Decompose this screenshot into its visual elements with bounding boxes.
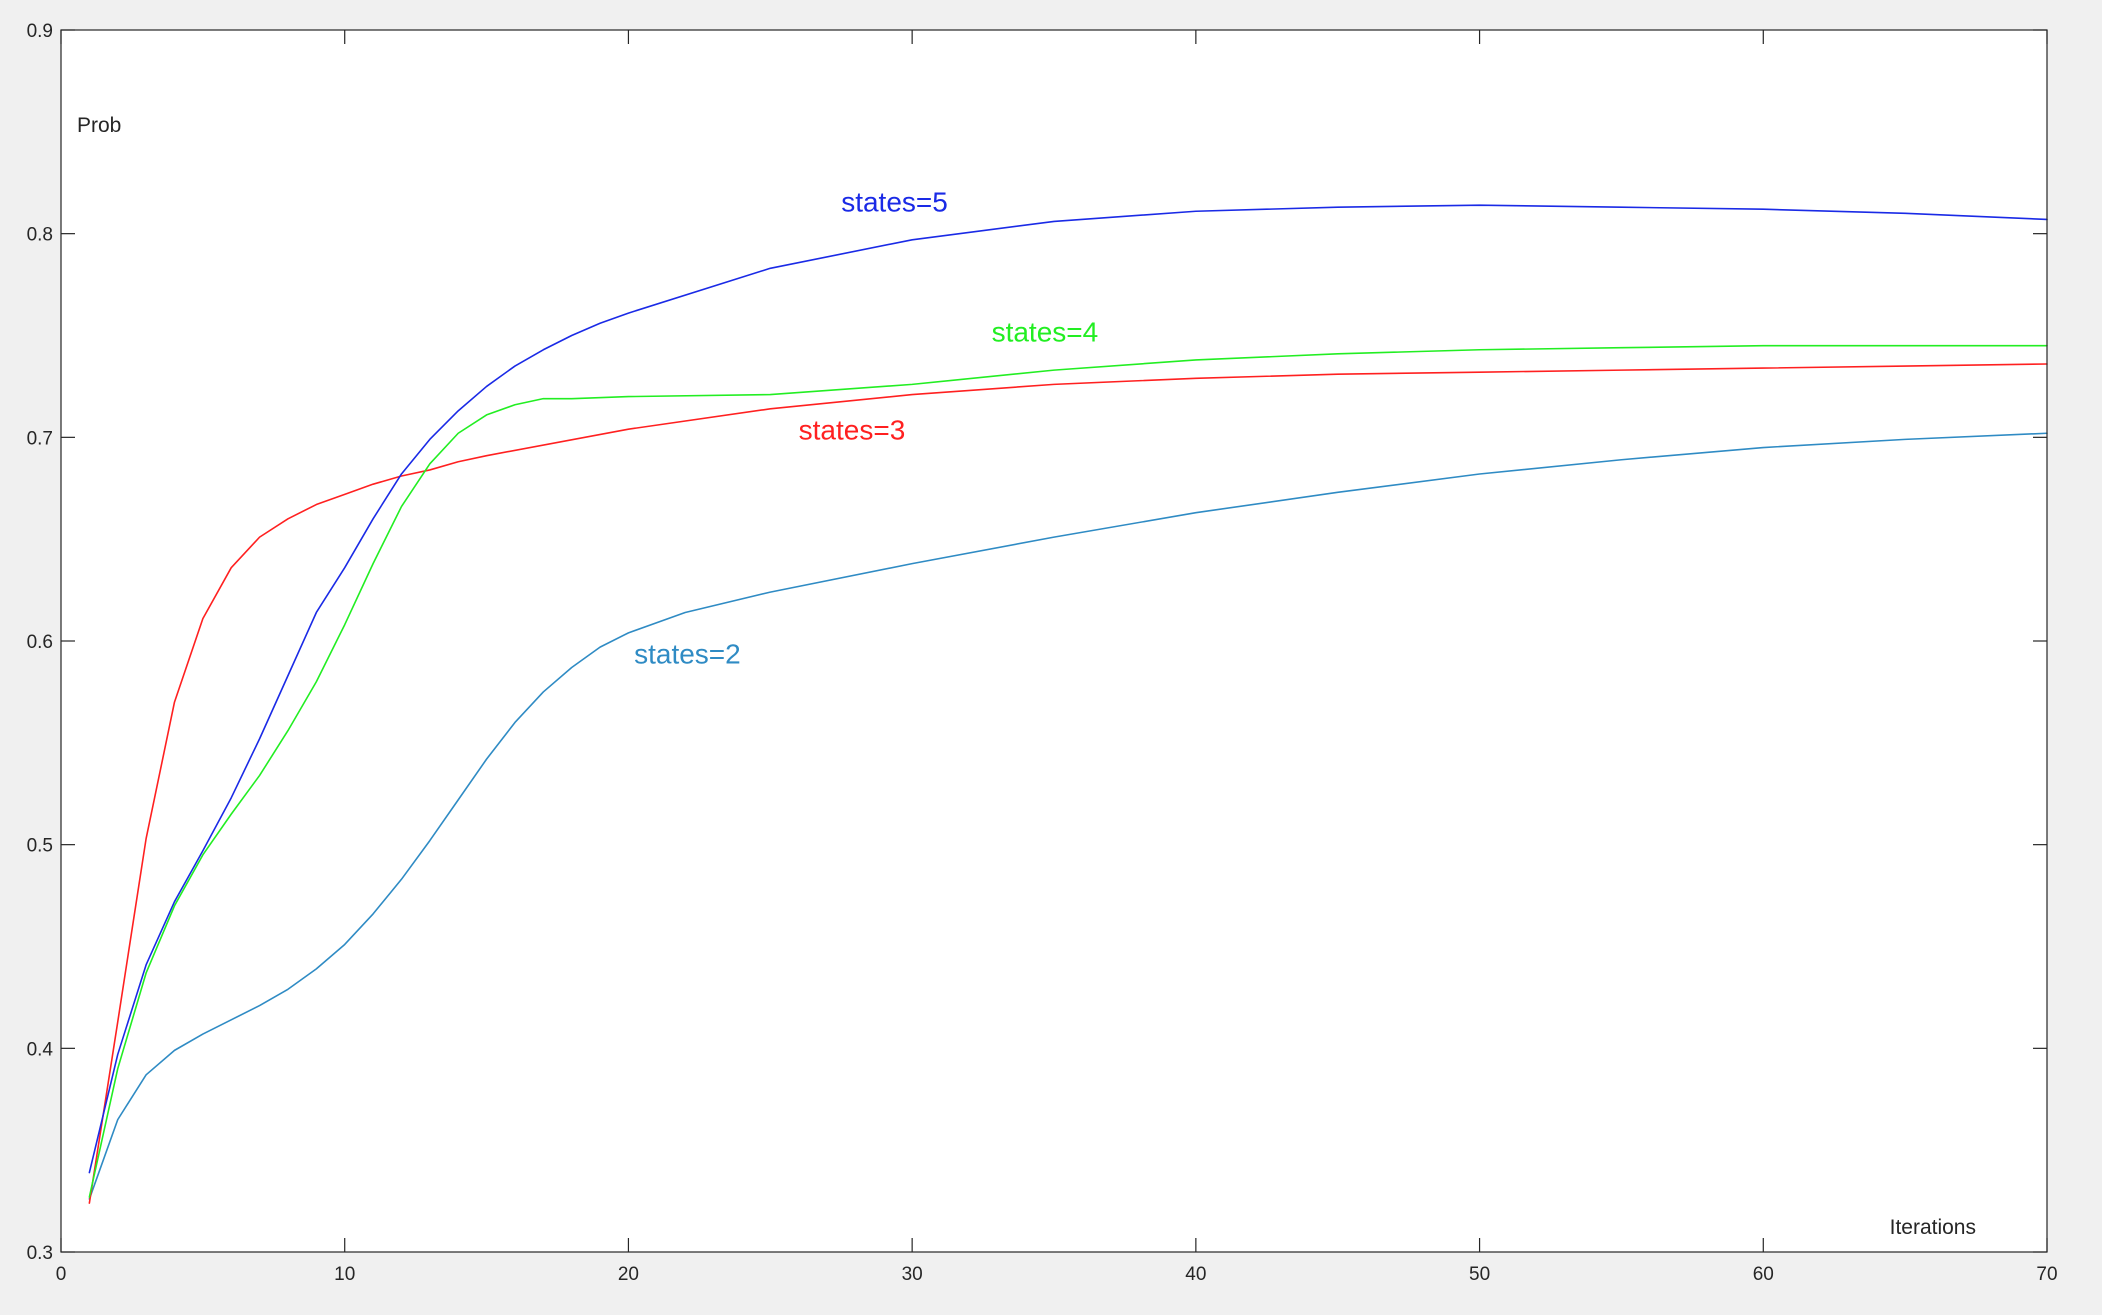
series-line-states-2 [88,432,2048,1200]
series-line-states-4 [88,344,2048,1198]
x-tick-label: 70 [2036,1264,2057,1285]
label-layer: states=2 states=3 states=4 states=5 [634,186,1098,669]
plot-area-border [60,29,2048,1253]
x-tick-label: 50 [1469,1264,1490,1285]
y-tick-label: 0.4 [27,1039,54,1060]
x-axis-label: Iterations [1890,1216,1976,1239]
y-tick-label: 0.7 [27,428,53,449]
y-tick-label: 0.6 [27,632,53,653]
series-line-states-5 [88,204,2048,1174]
x-tick-label: 0 [56,1264,67,1285]
x-tick-label: 20 [618,1264,639,1285]
series-label-states-5: states=5 [841,186,948,217]
series-line-states-3 [88,363,2048,1204]
x-tick-label: 40 [1185,1264,1206,1285]
y-axis-label: Prob [77,114,121,137]
series-label-states-3: states=3 [799,414,906,445]
y-tick-label: 0.5 [27,836,53,857]
x-tick-label: 10 [334,1264,355,1285]
x-tick-label: 30 [902,1264,923,1285]
series-label-states-4: states=4 [992,317,1099,348]
y-tick-label: 0.8 [27,225,53,246]
tick-layer: 0 10 20 30 40 50 60 70 0.3 0.4 0.5 0.6 0.7 0.8 0.9 [27,21,2058,1285]
x-tick-label: 60 [1753,1264,1774,1285]
series-layer [88,204,2048,1204]
y-tick-label: 0.3 [27,1243,53,1264]
y-tick-label: 0.9 [27,21,53,42]
plot-area-background [61,30,2047,1252]
series-label-states-2: states=2 [634,638,741,669]
